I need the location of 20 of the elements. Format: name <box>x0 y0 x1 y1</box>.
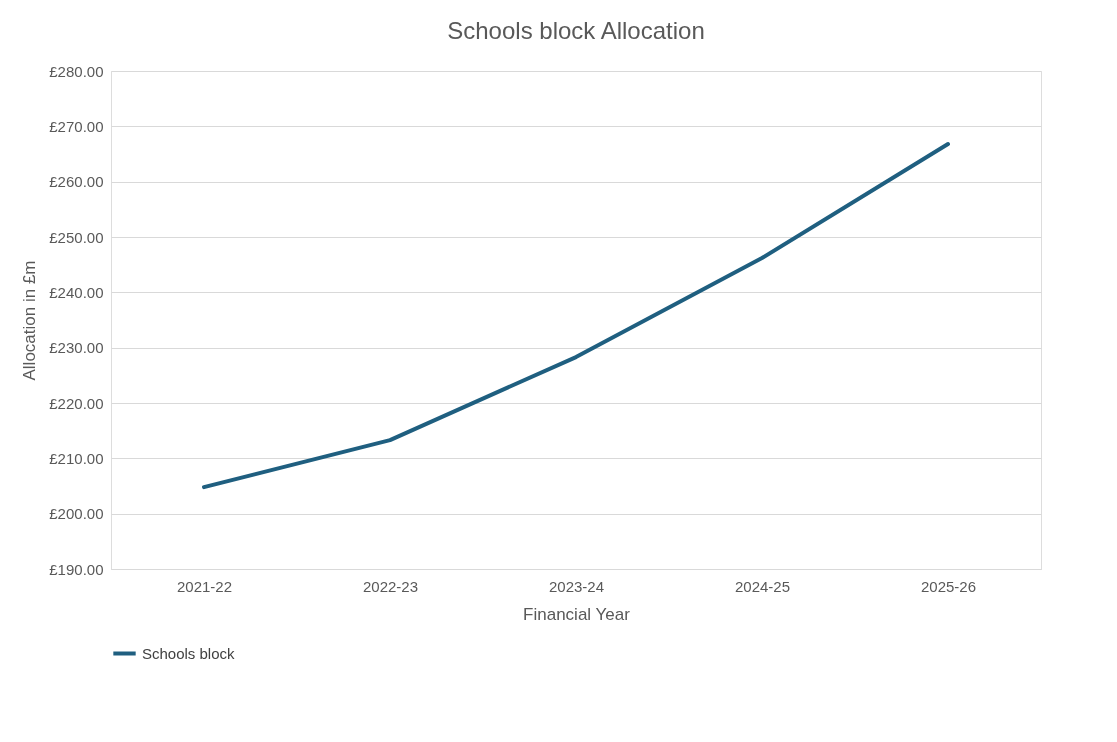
y-tick-label: £190.00 <box>49 560 104 578</box>
y-tick-label: £280.00 <box>49 62 104 80</box>
y-tick-label: £230.00 <box>49 339 104 357</box>
y-tick-label: £220.00 <box>49 394 104 412</box>
y-tick-label: £200.00 <box>49 505 104 523</box>
y-tick-label: £260.00 <box>49 173 104 191</box>
x-tick-label: 2025-26 <box>920 577 977 595</box>
legend-label: Schools block <box>142 644 236 662</box>
y-tick-label: £250.00 <box>49 228 104 246</box>
y-tick-label: £270.00 <box>49 117 104 135</box>
y-tick-label: £210.00 <box>49 449 104 467</box>
line-series <box>202 142 950 490</box>
x-tick-label: 2024-25 <box>734 577 791 595</box>
x-tick-label: 2021-22 <box>176 577 233 595</box>
y-tick-label: £240.00 <box>49 283 104 301</box>
x-tick-label: 2023-24 <box>548 577 605 595</box>
chart-title: Schools block Allocation <box>447 17 705 44</box>
x-tick-label: 2022-23 <box>362 577 419 595</box>
x-axis-title: Financial Year <box>523 604 631 624</box>
y-axis-title: Allocation in £m <box>20 260 40 381</box>
